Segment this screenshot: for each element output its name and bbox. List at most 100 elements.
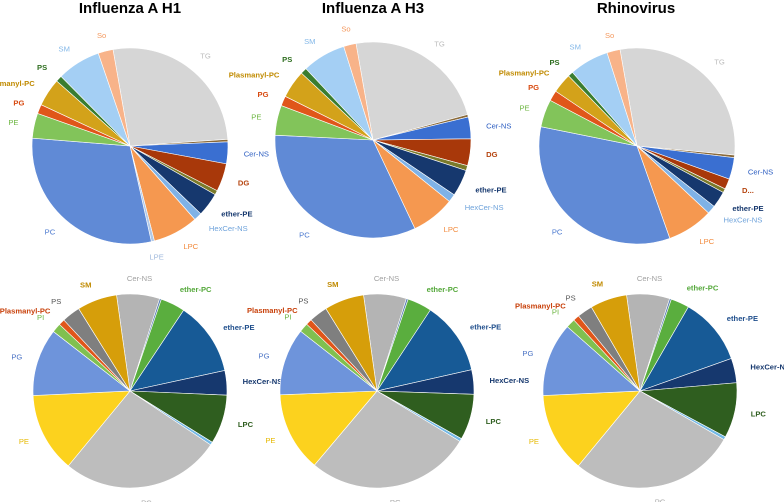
slice-pc [538,126,671,245]
slice-pe [542,390,641,467]
slice-label-sm: SM [80,280,91,289]
slice-label-cer-ns: Cer-NS [374,274,399,283]
slice-label-cer-ns: Cer-NS [244,150,269,159]
pie-influenza-a-h3-top: TG Cer-NS DG ether-PE HexCer-NS LPC PC PE PG Plas… [229,25,512,240]
slice-label-d: D... [742,186,754,195]
slice-label-so: So [605,31,614,40]
slice-label-pg: PG [528,83,539,92]
slice-label-sm: SM [304,37,315,46]
slice-pc [577,390,725,489]
slice-label-lpc: LPC [699,237,714,246]
slice-label-hexcer-ns: HexCer-NS [724,216,763,225]
slice-label-lpc: LPC [238,420,254,429]
slice-label-hexcer-ns: HexCer-NS [209,224,248,233]
slice-label-pg: PG [522,349,533,358]
slice-label-sm: SM [592,280,603,289]
slice-sm [325,294,378,392]
slice-label-pg: PG [258,90,269,99]
slice-label-pe: PE [519,103,529,112]
slice-label-pc: PC [45,228,56,237]
slice-label-lpc: LPC [486,417,502,426]
slice-label-pc: PC [141,498,152,502]
pie-rhinovirus-bottom: Cer-NS ether-PC ether-PE HexCer-NS LPC PC PE PG… [515,274,784,502]
slice-label-pe: PE [529,437,539,446]
slice-label-cer-ns: Cer-NS [748,168,773,177]
slice-label-ether-pe: ether-PE [727,314,758,323]
pie-influenza-a-h1-bottom: Cer-NS ether-PC ether-PE HexCer-NS LPC PC PE PG… [0,274,282,502]
slice-label-ps: PS [549,58,559,67]
slice-label-dg: DG [238,178,249,187]
slice-label-pe: PE [19,437,29,446]
slice-label-ether-pc: ether-PC [180,285,212,294]
slice-label-ether-pe: ether-PE [223,323,254,332]
slice-label-cer-ns: Cer-NS [486,121,511,130]
column-title-rhinovirus: Rhinovirus [597,0,675,17]
slice-label-plasmanyl-pc: Plasmanyl-PC [229,71,280,80]
slice-label-plasmanyl-pc: Plasmanyl-PC [499,69,550,78]
slice-label-ether-pc: ether-PC [687,284,719,293]
slice-label-ether-pe: ether-PE [475,186,506,195]
slice-label-plasmanyl-pc: Plasmanyl-PC [0,79,35,88]
slice-label-pg: PG [13,99,24,108]
slice-label-hexcer-ns: HexCer-NS [750,363,784,372]
slice-so [97,49,131,147]
slice-label-pg: PG [259,352,270,361]
slice-so [606,49,638,147]
slice-ether-pe [376,309,472,392]
slice-label-ps: PS [566,294,576,303]
slice-label-pe: PE [251,112,261,121]
slice-label-tg: TG [434,39,445,48]
slice-label-ps: PS [51,297,61,306]
slice-pc [274,134,416,239]
slice-label-hexcer-ns: HexCer-NS [465,203,504,212]
slice-pc [31,137,152,245]
slice-label-cer-ns: Cer-NS [127,274,152,283]
slice-pc [314,390,461,489]
slice-label-lpe: LPE [149,252,163,261]
slice-label-plasmanyl-pc: Plasmanyl-PC [0,306,51,315]
slice-pc [67,390,212,489]
slice-so [343,43,374,141]
slice-label-lpc: LPC [751,409,767,418]
slice-label-pc: PC [655,498,666,502]
slice-label-cer-ns: Cer-NS [637,274,662,283]
slice-tg [355,41,468,141]
slice-label-pc: PC [390,498,401,502]
pie-influenza-a-h3-bottom: Cer-NS ether-PC ether-PE HexCer-NS LPC PC PE PG… [247,274,529,502]
slice-label-pc: PC [552,228,563,237]
slice-label-plasmanyl-pc: Plasmanyl-PC [247,306,298,315]
pie-influenza-a-h1-top: TG Cer-NS DG ether-PE HexCer-NS LPC LPE PC PE PG P… [0,31,269,261]
slice-pe [279,390,378,466]
slice-label-lpc: LPC [183,242,198,251]
slice-pe [32,390,131,467]
column-title-influenza-h1: Influenza A H1 [79,0,181,17]
slice-label-ps: PS [37,63,47,72]
slice-tg [112,47,229,147]
slice-label-plasmanyl-pc: Plasmanyl-PC [515,301,566,310]
slice-label-pi: PI [552,308,559,317]
slice-label-pe: PE [265,436,275,445]
pie-rhinovirus-top: TG Cer-NS D... ether-PE HexCer-NS LPC PC PE PG Pl… [499,31,773,246]
slice-label-hexcer-ns: HexCer-NS [243,377,283,386]
slice-label-pc: PC [299,230,310,239]
slice-label-ether-pe: ether-PE [732,204,763,213]
slice-pg [542,326,641,396]
slice-label-pi: PI [284,313,291,322]
slice-label-so: So [341,25,350,34]
slice-pg [279,330,378,396]
slice-label-sm: SM [570,42,581,51]
slice-label-pe: PE [8,118,18,127]
pie-charts: TG Cer-NS DG ether-PE HexCer-NS LPC LPE PC PE PG P… [0,25,784,502]
slice-label-ether-pc: ether-PC [427,285,459,294]
slice-label-ps: PS [282,55,292,64]
slice-pg [32,331,131,396]
slice-label-tg: TG [714,58,725,67]
slice-sm [590,294,641,392]
slice-sm [78,294,131,392]
slice-label-tg: TG [200,52,211,61]
slice-label-dg: DG [486,150,497,159]
slice-ether-pe [129,309,226,392]
slice-label-sm: SM [59,45,70,54]
slice-label-ps: PS [298,297,308,306]
